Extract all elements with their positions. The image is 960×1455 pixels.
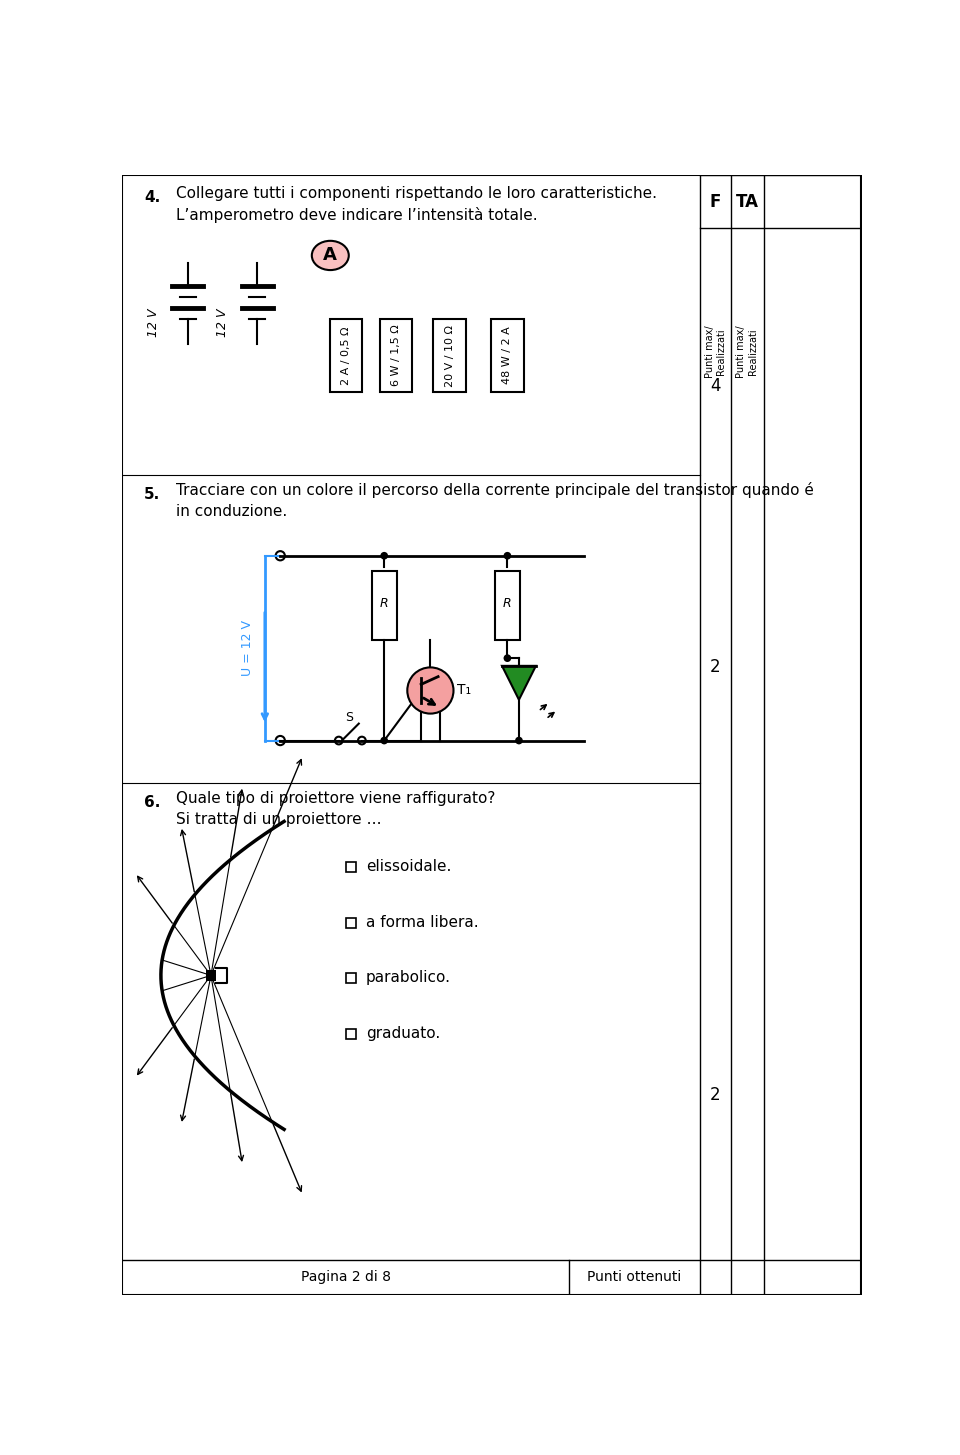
Text: in conduzione.: in conduzione. — [177, 503, 288, 518]
Bar — [346, 863, 356, 872]
Polygon shape — [502, 666, 536, 700]
Bar — [372, 572, 396, 640]
Bar — [346, 1029, 356, 1039]
Text: 2: 2 — [710, 659, 721, 677]
Text: a forma libera.: a forma libera. — [366, 915, 478, 930]
Text: 6.: 6. — [144, 794, 160, 809]
Text: 4: 4 — [710, 377, 721, 396]
Text: elissoidale.: elissoidale. — [366, 860, 451, 874]
Text: U = 12 V: U = 12 V — [241, 620, 254, 677]
Text: R: R — [380, 597, 389, 610]
Text: graduato.: graduato. — [366, 1026, 440, 1040]
Text: R: R — [503, 597, 512, 610]
Circle shape — [358, 736, 366, 745]
Text: F: F — [709, 192, 721, 211]
Bar — [346, 918, 356, 928]
Circle shape — [504, 655, 512, 662]
Circle shape — [380, 736, 388, 745]
Text: Collegare tutti i componenti rispettando le loro caratteristiche.: Collegare tutti i componenti rispettando… — [177, 186, 658, 201]
Text: L’amperometro deve indicare l’intensità totale.: L’amperometro deve indicare l’intensità … — [177, 207, 538, 223]
Text: Punti ottenuti: Punti ottenuti — [588, 1270, 682, 1285]
Circle shape — [407, 668, 453, 713]
Text: T₁: T₁ — [457, 684, 471, 697]
Circle shape — [335, 736, 343, 745]
Text: 2 A / 0,5 Ω: 2 A / 0,5 Ω — [341, 326, 350, 384]
Bar — [329, 319, 362, 393]
Circle shape — [276, 551, 285, 560]
Polygon shape — [205, 970, 216, 981]
Text: S: S — [346, 711, 353, 725]
Circle shape — [504, 551, 512, 560]
Bar — [434, 319, 466, 393]
Text: 20 V / 10 Ω: 20 V / 10 Ω — [444, 324, 455, 387]
Text: 12 V: 12 V — [147, 308, 159, 336]
Text: Tracciare con un colore il percorso della corrente principale del transistor qua: Tracciare con un colore il percorso dell… — [177, 482, 814, 498]
Text: Punti max/
Realizzati: Punti max/ Realizzati — [705, 326, 726, 378]
Circle shape — [276, 736, 285, 745]
Text: 4.: 4. — [144, 191, 160, 205]
Ellipse shape — [312, 242, 348, 271]
Bar — [495, 572, 519, 640]
Text: A: A — [324, 246, 337, 265]
Text: Quale tipo di proiettore viene raffigurato?: Quale tipo di proiettore viene raffigura… — [177, 792, 495, 806]
Circle shape — [516, 736, 523, 745]
Text: Pagina 2 di 8: Pagina 2 di 8 — [300, 1270, 391, 1285]
Text: 2: 2 — [710, 1085, 721, 1104]
Bar — [492, 319, 523, 393]
Text: parabolico.: parabolico. — [366, 970, 451, 985]
Text: 48 W / 2 A: 48 W / 2 A — [502, 327, 513, 384]
Text: Punti max/
Realizzati: Punti max/ Realizzati — [736, 326, 758, 378]
Bar — [346, 973, 356, 984]
Text: Si tratta di un proiettore …: Si tratta di un proiettore … — [177, 812, 382, 826]
Text: 12 V: 12 V — [216, 308, 229, 336]
Text: TA: TA — [735, 192, 758, 211]
Bar — [379, 319, 412, 393]
Text: 6 W / 1,5 Ω: 6 W / 1,5 Ω — [391, 324, 400, 387]
Circle shape — [380, 551, 388, 560]
Text: 5.: 5. — [144, 486, 160, 502]
